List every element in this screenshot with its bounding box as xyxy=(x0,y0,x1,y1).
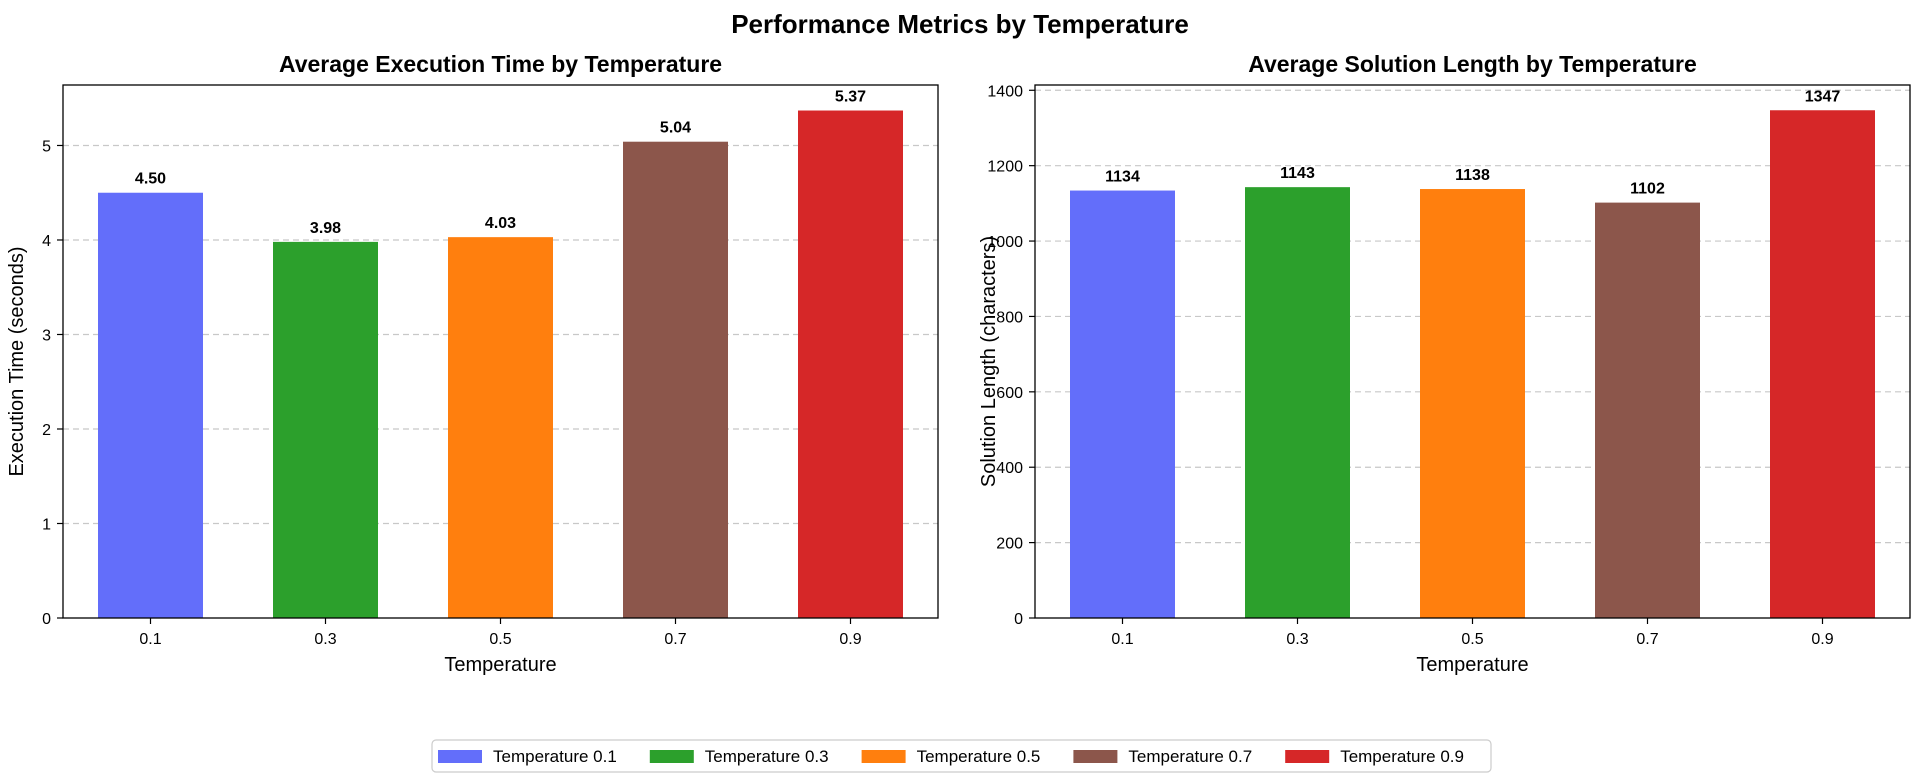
bar-temperature-0.9 xyxy=(1770,110,1875,618)
y-tick-label: 1 xyxy=(42,516,51,533)
bar-temperature-0.5 xyxy=(1420,189,1525,618)
solution-length-chart: 1134 1143 1138 1102 1347 0 200 400 600 800 1000 120… xyxy=(978,51,1911,676)
y-axis-label: Solution Length (characters) xyxy=(978,236,1000,487)
x-tick-label: 0.1 xyxy=(139,631,161,648)
data-label: 3.98 xyxy=(310,220,341,237)
chart-title: Average Solution Length by Temperature xyxy=(1248,51,1697,77)
data-label: 1347 xyxy=(1805,88,1841,105)
data-label: 5.04 xyxy=(660,120,691,137)
legend-swatch xyxy=(861,750,906,763)
bar-temperature-0.7 xyxy=(623,141,728,618)
y-tick-label: 4 xyxy=(42,233,51,250)
bar-temperature-0.3 xyxy=(1245,187,1350,619)
chart-title: Average Execution Time by Temperature xyxy=(279,51,722,77)
y-tick-label: 600 xyxy=(996,385,1023,402)
data-label: 5.37 xyxy=(835,89,866,106)
data-label: 4.03 xyxy=(485,215,516,232)
y-tick-label: 200 xyxy=(996,536,1023,553)
legend-swatch xyxy=(649,750,694,763)
y-tick-label: 800 xyxy=(996,309,1023,326)
legend-swatch xyxy=(438,750,482,763)
data-label: 1134 xyxy=(1105,169,1140,186)
x-tick-label: 0.9 xyxy=(1811,631,1833,648)
x-tick-label: 0.1 xyxy=(1111,631,1133,648)
y-tick-label: 1400 xyxy=(987,83,1023,100)
figure-title: Performance Metrics by Temperature xyxy=(731,9,1189,39)
legend-item-label: Temperature 0.1 xyxy=(493,747,617,766)
y-axis-label: Execution Time (seconds) xyxy=(6,246,28,476)
y-tick-label: 0 xyxy=(42,611,51,628)
bar-temperature-0.1 xyxy=(98,192,203,618)
x-tick-label: 0.5 xyxy=(1461,631,1483,648)
data-label: 1138 xyxy=(1455,167,1490,184)
y-tick-label: 0 xyxy=(1014,611,1023,628)
bar-temperature-0.9 xyxy=(798,110,903,618)
legend: Temperature 0.1 Temperature 0.3 Temperatur… xyxy=(431,739,1492,773)
execution-time-chart: 4.50 3.98 4.03 5.04 5.37 0 1 2 3 4 5 0.1 0.3 0.5 0.7 0.… xyxy=(6,51,939,676)
x-axis-label: Temperature xyxy=(1416,654,1528,676)
y-tick-label: 3 xyxy=(42,327,51,344)
legend-swatch xyxy=(1073,750,1118,763)
data-label: 1143 xyxy=(1280,165,1315,182)
bar-temperature-0.5 xyxy=(448,237,553,619)
data-label: 4.50 xyxy=(135,171,166,188)
y-tick-label: 1000 xyxy=(987,234,1023,251)
x-tick-label: 0.5 xyxy=(489,631,511,648)
legend-item-label: Temperature 0.3 xyxy=(705,747,829,766)
x-axis-label: Temperature xyxy=(444,654,556,676)
bar-temperature-0.7 xyxy=(1595,202,1700,618)
y-tick-label: 5 xyxy=(42,138,51,155)
legend-item-label: Temperature 0.7 xyxy=(1128,747,1252,766)
x-tick-label: 0.7 xyxy=(664,631,686,648)
bar-temperature-0.1 xyxy=(1070,190,1175,618)
y-tick-label: 2 xyxy=(42,422,51,439)
y-tick-label: 400 xyxy=(996,460,1023,477)
x-tick-label: 0.9 xyxy=(839,631,861,648)
y-tick-label: 1200 xyxy=(987,159,1023,176)
x-tick-label: 0.3 xyxy=(314,631,336,648)
data-label: 1102 xyxy=(1630,181,1665,198)
legend-item-label: Temperature 0.9 xyxy=(1340,747,1464,766)
x-tick-label: 0.3 xyxy=(1286,631,1308,648)
legend-swatch xyxy=(1285,750,1330,763)
bar-temperature-0.3 xyxy=(273,241,378,618)
x-tick-label: 0.7 xyxy=(1636,631,1658,648)
legend-item-label: Temperature 0.5 xyxy=(917,747,1041,766)
legend-box xyxy=(431,739,1492,773)
